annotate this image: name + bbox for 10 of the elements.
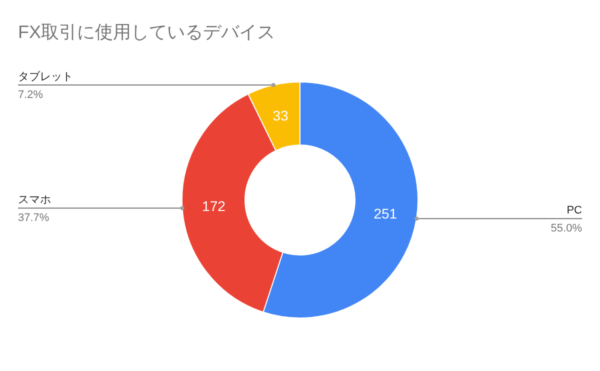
slice-label: スマホ: [18, 194, 51, 206]
slice-label: タブレット: [18, 70, 73, 84]
chart-title: FX取引に使用しているデバイス: [18, 22, 276, 42]
text: 7.2%: [18, 89, 44, 102]
data-label: 251: [374, 206, 398, 222]
data-label: 172: [202, 198, 226, 214]
slice-label: PC: [566, 204, 582, 217]
data-label: 33: [272, 108, 288, 124]
text: 55.0%: [550, 222, 582, 235]
text: 37.7%: [18, 212, 50, 224]
